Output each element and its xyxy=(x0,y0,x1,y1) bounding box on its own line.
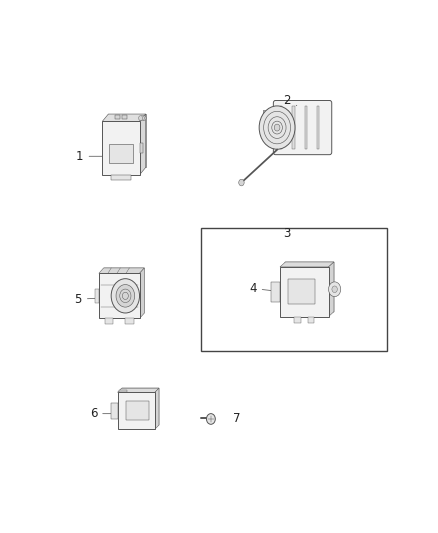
Polygon shape xyxy=(280,262,334,267)
Polygon shape xyxy=(286,262,334,312)
Text: 5: 5 xyxy=(74,293,102,305)
Bar xyxy=(289,279,315,304)
Text: 3: 3 xyxy=(283,227,291,239)
Polygon shape xyxy=(140,114,146,175)
Polygon shape xyxy=(264,110,277,135)
Circle shape xyxy=(111,279,140,313)
Circle shape xyxy=(274,124,280,131)
Polygon shape xyxy=(155,388,159,429)
Bar xyxy=(294,317,301,322)
Polygon shape xyxy=(122,388,159,425)
Text: 1: 1 xyxy=(76,150,105,163)
Bar xyxy=(304,106,307,149)
Bar xyxy=(95,289,99,303)
Bar xyxy=(111,175,131,180)
Bar xyxy=(117,392,155,429)
Circle shape xyxy=(328,282,341,297)
Bar xyxy=(201,228,387,351)
Circle shape xyxy=(116,285,135,307)
Polygon shape xyxy=(99,268,145,273)
Bar xyxy=(109,144,133,163)
Circle shape xyxy=(332,286,337,293)
Polygon shape xyxy=(328,262,334,317)
Bar xyxy=(280,267,328,317)
Bar xyxy=(307,317,314,322)
Bar xyxy=(317,106,319,149)
Polygon shape xyxy=(117,388,159,392)
Bar xyxy=(126,401,149,421)
Text: 7: 7 xyxy=(233,413,240,425)
Bar xyxy=(111,402,117,419)
Bar xyxy=(119,390,127,392)
Polygon shape xyxy=(140,268,145,318)
Bar xyxy=(105,318,113,324)
Circle shape xyxy=(259,106,295,149)
Polygon shape xyxy=(102,114,146,122)
Circle shape xyxy=(239,179,244,186)
Text: 2: 2 xyxy=(283,94,297,107)
Bar xyxy=(122,115,127,119)
Bar xyxy=(280,106,283,149)
Polygon shape xyxy=(108,114,146,167)
Text: 6: 6 xyxy=(90,407,118,420)
Circle shape xyxy=(140,116,145,120)
Text: 4: 4 xyxy=(249,282,279,295)
Bar xyxy=(272,282,280,302)
Bar xyxy=(140,143,143,153)
FancyBboxPatch shape xyxy=(273,101,332,155)
Bar xyxy=(99,273,140,318)
Circle shape xyxy=(142,116,146,120)
Bar xyxy=(125,318,134,324)
Polygon shape xyxy=(104,268,145,313)
Bar xyxy=(293,106,294,149)
Circle shape xyxy=(206,414,215,424)
Circle shape xyxy=(138,116,143,120)
Bar xyxy=(102,122,140,175)
Bar xyxy=(115,115,120,119)
